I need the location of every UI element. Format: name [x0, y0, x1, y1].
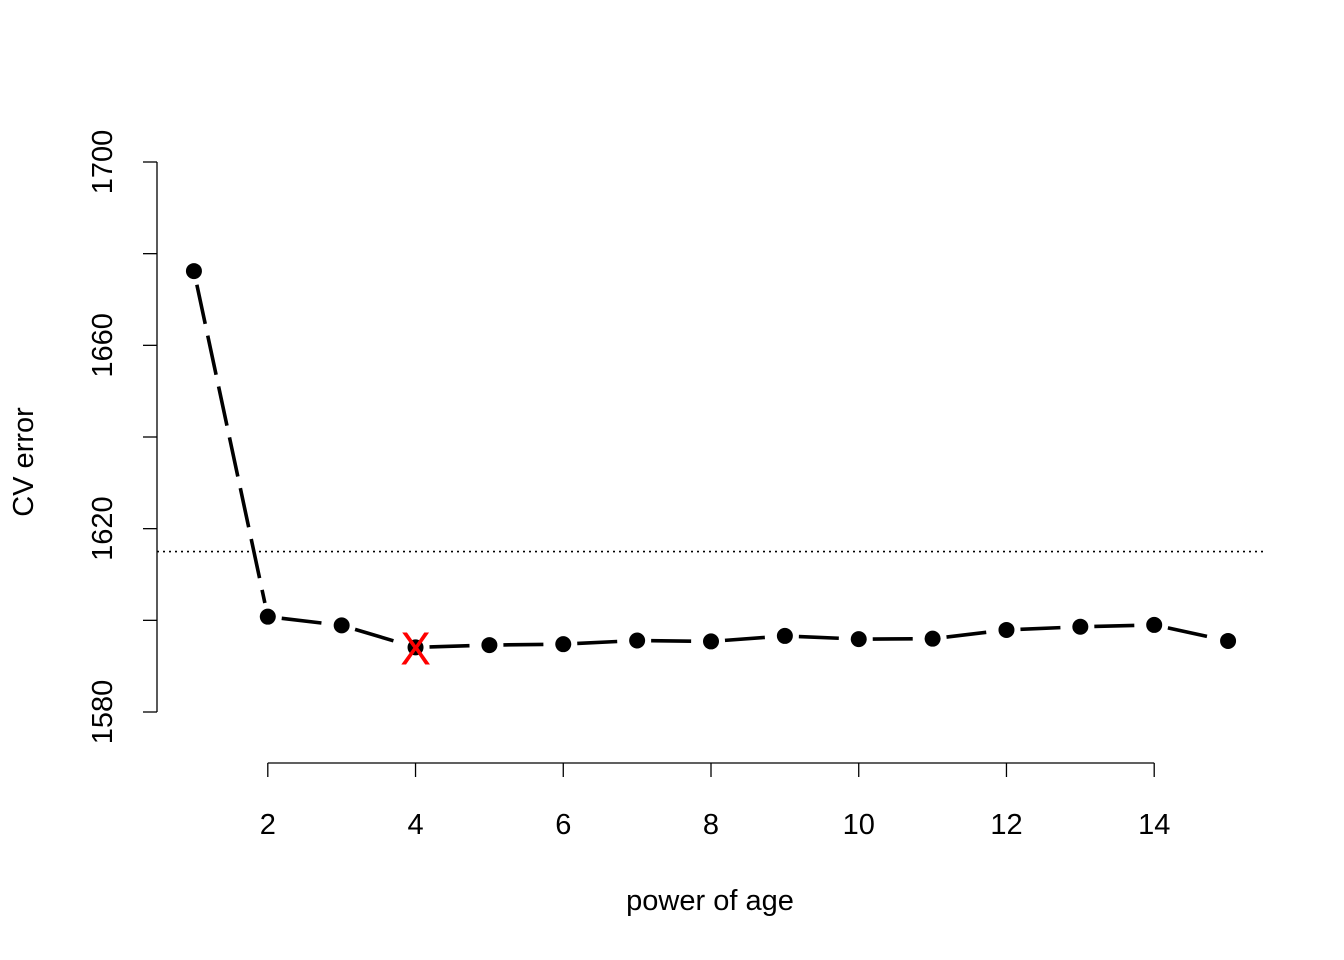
series-line-segment — [354, 627, 403, 646]
series-line-segment — [724, 635, 772, 643]
data-point — [333, 617, 350, 634]
y-tick-label: 1580 — [87, 680, 119, 745]
y-axis: 1580 1620 1660 1700 — [87, 130, 158, 745]
series-line-segment — [503, 642, 550, 647]
x-tick-label: 8 — [703, 809, 719, 841]
series-line-segment — [281, 616, 328, 626]
data-point — [1220, 632, 1237, 649]
data-point — [407, 639, 424, 656]
data-point — [555, 636, 572, 653]
data-point — [703, 633, 719, 650]
data-point — [259, 608, 276, 625]
x-tick-label: 2 — [260, 809, 276, 841]
y-tick-label: 1620 — [87, 496, 119, 561]
data-point — [185, 263, 202, 280]
data-point — [850, 631, 867, 648]
series-layer — [185, 263, 1237, 656]
series-line-segment — [651, 638, 698, 644]
y-tick-label: 1700 — [87, 130, 119, 195]
data-point — [776, 627, 793, 644]
x-tick-label: 4 — [407, 809, 423, 841]
series-line-segment — [577, 639, 624, 646]
x-axis-label: power of age — [626, 885, 794, 917]
series-line-segment — [195, 284, 267, 604]
data-point — [1072, 618, 1089, 635]
series-line-segment — [1094, 623, 1141, 629]
x-tick-label: 6 — [555, 809, 571, 841]
minimum-marker: X — [400, 622, 431, 674]
data-point — [629, 632, 646, 649]
x-tick-label: 14 — [1138, 809, 1170, 841]
x-tick-label: 10 — [843, 809, 875, 841]
x-axis: 2 4 6 8 10 12 14 — [260, 762, 1170, 841]
data-point — [998, 621, 1015, 638]
data-point — [1146, 616, 1163, 633]
data-point — [924, 630, 941, 647]
y-axis-label: CV error — [8, 407, 40, 517]
series-line-segment — [1020, 625, 1067, 632]
data-point — [481, 637, 498, 654]
y-tick-label: 1660 — [87, 313, 119, 378]
series-line-segment — [798, 634, 845, 641]
series-line-segment — [1167, 626, 1215, 640]
highlight-layer: X — [400, 622, 431, 674]
x-tick-label: 12 — [990, 809, 1022, 841]
series-line-segment — [946, 629, 993, 639]
series-line-segment — [429, 643, 476, 649]
